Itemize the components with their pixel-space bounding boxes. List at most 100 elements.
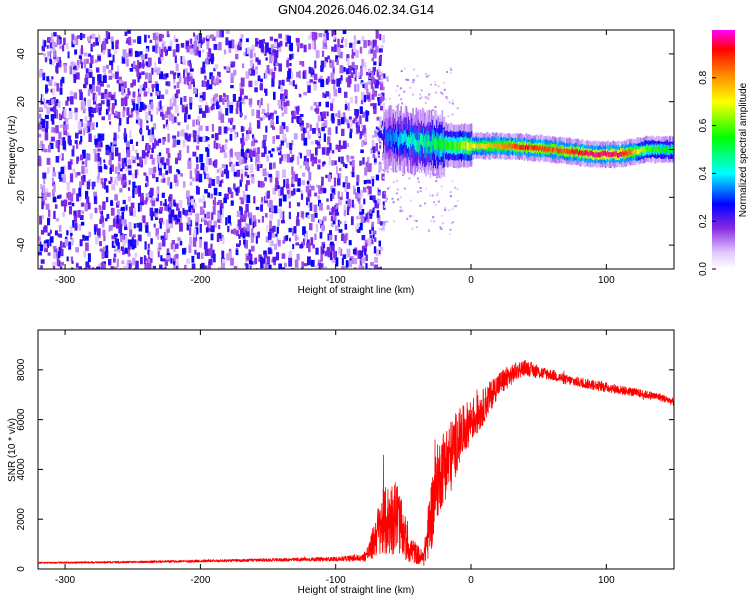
heatmap-cell (361, 92, 364, 101)
heatmap-cell (317, 195, 320, 200)
heatmap-cell (286, 100, 290, 106)
heatmap-cell (132, 91, 136, 98)
heatmap-cell (192, 238, 197, 247)
heatmap-cell (228, 47, 232, 53)
heatmap-cell (402, 133, 405, 146)
heatmap-cell (66, 181, 70, 191)
heatmap-cell (52, 172, 57, 177)
heatmap-cell (281, 79, 285, 86)
heatmap-cell (174, 116, 177, 123)
heatmap-cell (456, 188, 459, 191)
heatmap-cell (100, 141, 103, 148)
heatmap-cell (425, 133, 427, 146)
heatmap-cell (189, 38, 193, 45)
heatmap-cell (595, 152, 597, 158)
heatmap-cell (52, 105, 57, 113)
heatmap-cell (110, 199, 113, 206)
heatmap-cell (172, 139, 177, 148)
heatmap-cell (46, 107, 51, 114)
heatmap-cell (235, 161, 240, 167)
heatmap-cell (363, 130, 367, 137)
heatmap-cell (110, 94, 115, 101)
heatmap-cell (605, 150, 607, 156)
heatmap-cell (378, 192, 381, 195)
heatmap-cell (115, 40, 119, 49)
heatmap-cell (251, 109, 255, 117)
heatmap-cell (293, 110, 297, 119)
heatmap-cell (403, 130, 406, 143)
heatmap-cell (327, 136, 331, 145)
heatmap-cell (165, 229, 169, 239)
heatmap-cell (266, 65, 270, 72)
heatmap-cell (384, 195, 387, 198)
heatmap-cell (363, 198, 366, 205)
heatmap-cell (452, 142, 454, 151)
heatmap-cell (313, 204, 318, 213)
heatmap-cell (180, 130, 184, 137)
heatmap-cell (246, 255, 251, 260)
heatmap-cell (63, 108, 67, 118)
heatmap-cell (125, 141, 130, 148)
heatmap-cell (109, 60, 113, 66)
heatmap-cell (189, 73, 193, 78)
heatmap-cell (286, 183, 290, 189)
heatmap-cell (583, 150, 585, 156)
heatmap-cell (381, 133, 384, 141)
heatmap-cell (264, 113, 268, 117)
heatmap-cell (620, 151, 622, 157)
heatmap-cell (572, 149, 575, 155)
heatmap-cell (95, 122, 98, 128)
heatmap-cell (336, 59, 339, 65)
heatmap-cell (66, 256, 69, 262)
heatmap-cell (248, 264, 251, 269)
heatmap-cell (51, 127, 55, 133)
heatmap-cell (143, 255, 146, 265)
heatmap-cell (358, 204, 363, 212)
heatmap-cell (260, 117, 263, 121)
heatmap-cell (396, 188, 399, 191)
heatmap-cell (156, 155, 161, 164)
heatmap-cell (353, 44, 356, 53)
heatmap-cell (268, 114, 271, 121)
heatmap-cell (161, 114, 165, 120)
colorbar-tick-label: 0.2 (698, 214, 709, 228)
heatmap-cell (183, 69, 186, 79)
heatmap-cell (121, 212, 125, 220)
heatmap-cell (78, 187, 82, 197)
heatmap-cell (633, 150, 635, 155)
heatmap-cell (137, 51, 141, 57)
heatmap-cell (385, 132, 387, 145)
heatmap-cell (500, 144, 502, 149)
heatmap-cell (329, 59, 332, 63)
heatmap-cell (324, 266, 328, 269)
heatmap-cell (195, 213, 199, 223)
heatmap-cell (218, 111, 223, 120)
heatmap-cell (152, 265, 156, 269)
heatmap-cell (83, 267, 88, 269)
heatmap-cell (205, 227, 209, 233)
heatmap-cell (186, 77, 190, 86)
heatmap-cell (135, 260, 139, 269)
heatmap-cell (63, 127, 68, 136)
heatmap-cell (413, 68, 416, 71)
heatmap-cell (104, 250, 109, 258)
heatmap-cell (403, 187, 406, 190)
heatmap-cell (323, 36, 327, 40)
heatmap-cell (82, 33, 86, 39)
heatmap-cell (205, 105, 209, 113)
heatmap-cell (346, 206, 350, 216)
heatmap-cell (145, 225, 149, 233)
heatmap-cell (345, 100, 348, 105)
heatmap-cell (150, 101, 154, 110)
heatmap-cell (343, 235, 347, 244)
heatmap-cell (240, 169, 244, 176)
heatmap-cell (421, 133, 423, 145)
heatmap-cell (60, 266, 63, 269)
heatmap-cell (385, 220, 388, 223)
heatmap-cell (377, 154, 380, 157)
heatmap-cell (122, 199, 126, 205)
heatmap-cell (248, 127, 252, 134)
heatmap-cell (272, 187, 276, 195)
heatmap-cell (462, 141, 464, 150)
heatmap-cell (272, 233, 276, 238)
